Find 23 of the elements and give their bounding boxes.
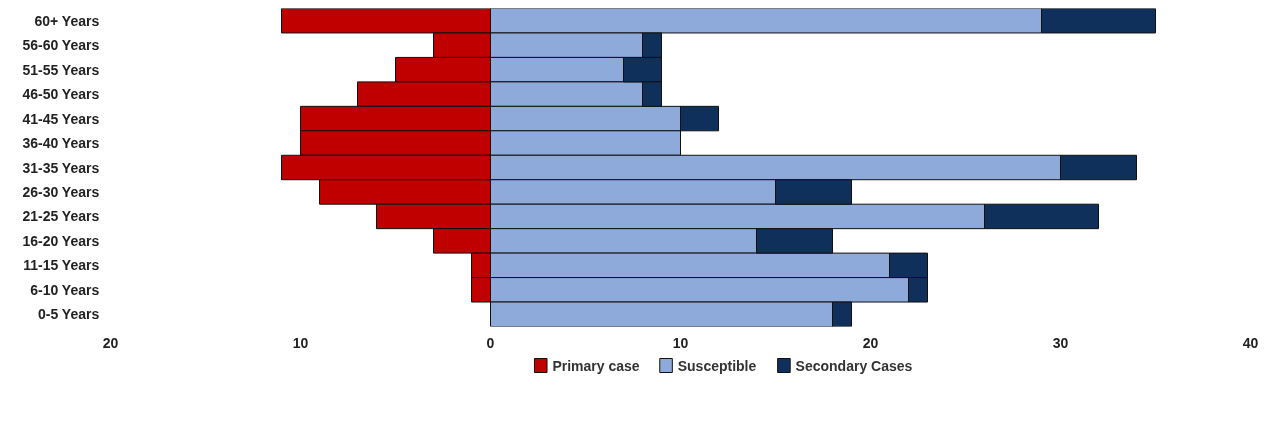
- y-tick-label: 56-60 Years: [22, 37, 100, 54]
- y-tick-label: 41-45 Years: [22, 110, 100, 127]
- x-tick-label: 20: [862, 334, 879, 351]
- y-tick-label: 21-25 Years: [22, 208, 100, 225]
- x-tick-label: 40: [1242, 334, 1259, 351]
- legend-label: Susceptible: [677, 357, 757, 374]
- y-tick-label: 46-50 Years: [22, 86, 100, 103]
- y-tick-label: 11-15 Years: [23, 257, 100, 274]
- y-tick-label: 0-5 Years: [38, 306, 100, 323]
- x-tick-label: 10: [672, 334, 689, 351]
- x-tick-label: 30: [1052, 334, 1069, 351]
- x-tick-label: 20: [102, 334, 119, 351]
- y-tick-label: 36-40 Years: [22, 135, 100, 152]
- y-tick-label: 60+ Years: [34, 12, 100, 29]
- y-tick-label: 6-10 Years: [30, 281, 100, 298]
- y-tick-label: 31-35 Years: [22, 159, 100, 176]
- x-tick-label: 10: [292, 334, 309, 351]
- legend-label: Primary case: [552, 357, 640, 374]
- legend-label: Secondary Cases: [795, 357, 913, 374]
- y-tick-label: 26-30 Years: [22, 183, 100, 200]
- y-tick-label: 51-55 Years: [22, 61, 100, 78]
- y-tick-label: 16-20 Years: [22, 232, 100, 249]
- x-tick-label: 0: [486, 334, 495, 351]
